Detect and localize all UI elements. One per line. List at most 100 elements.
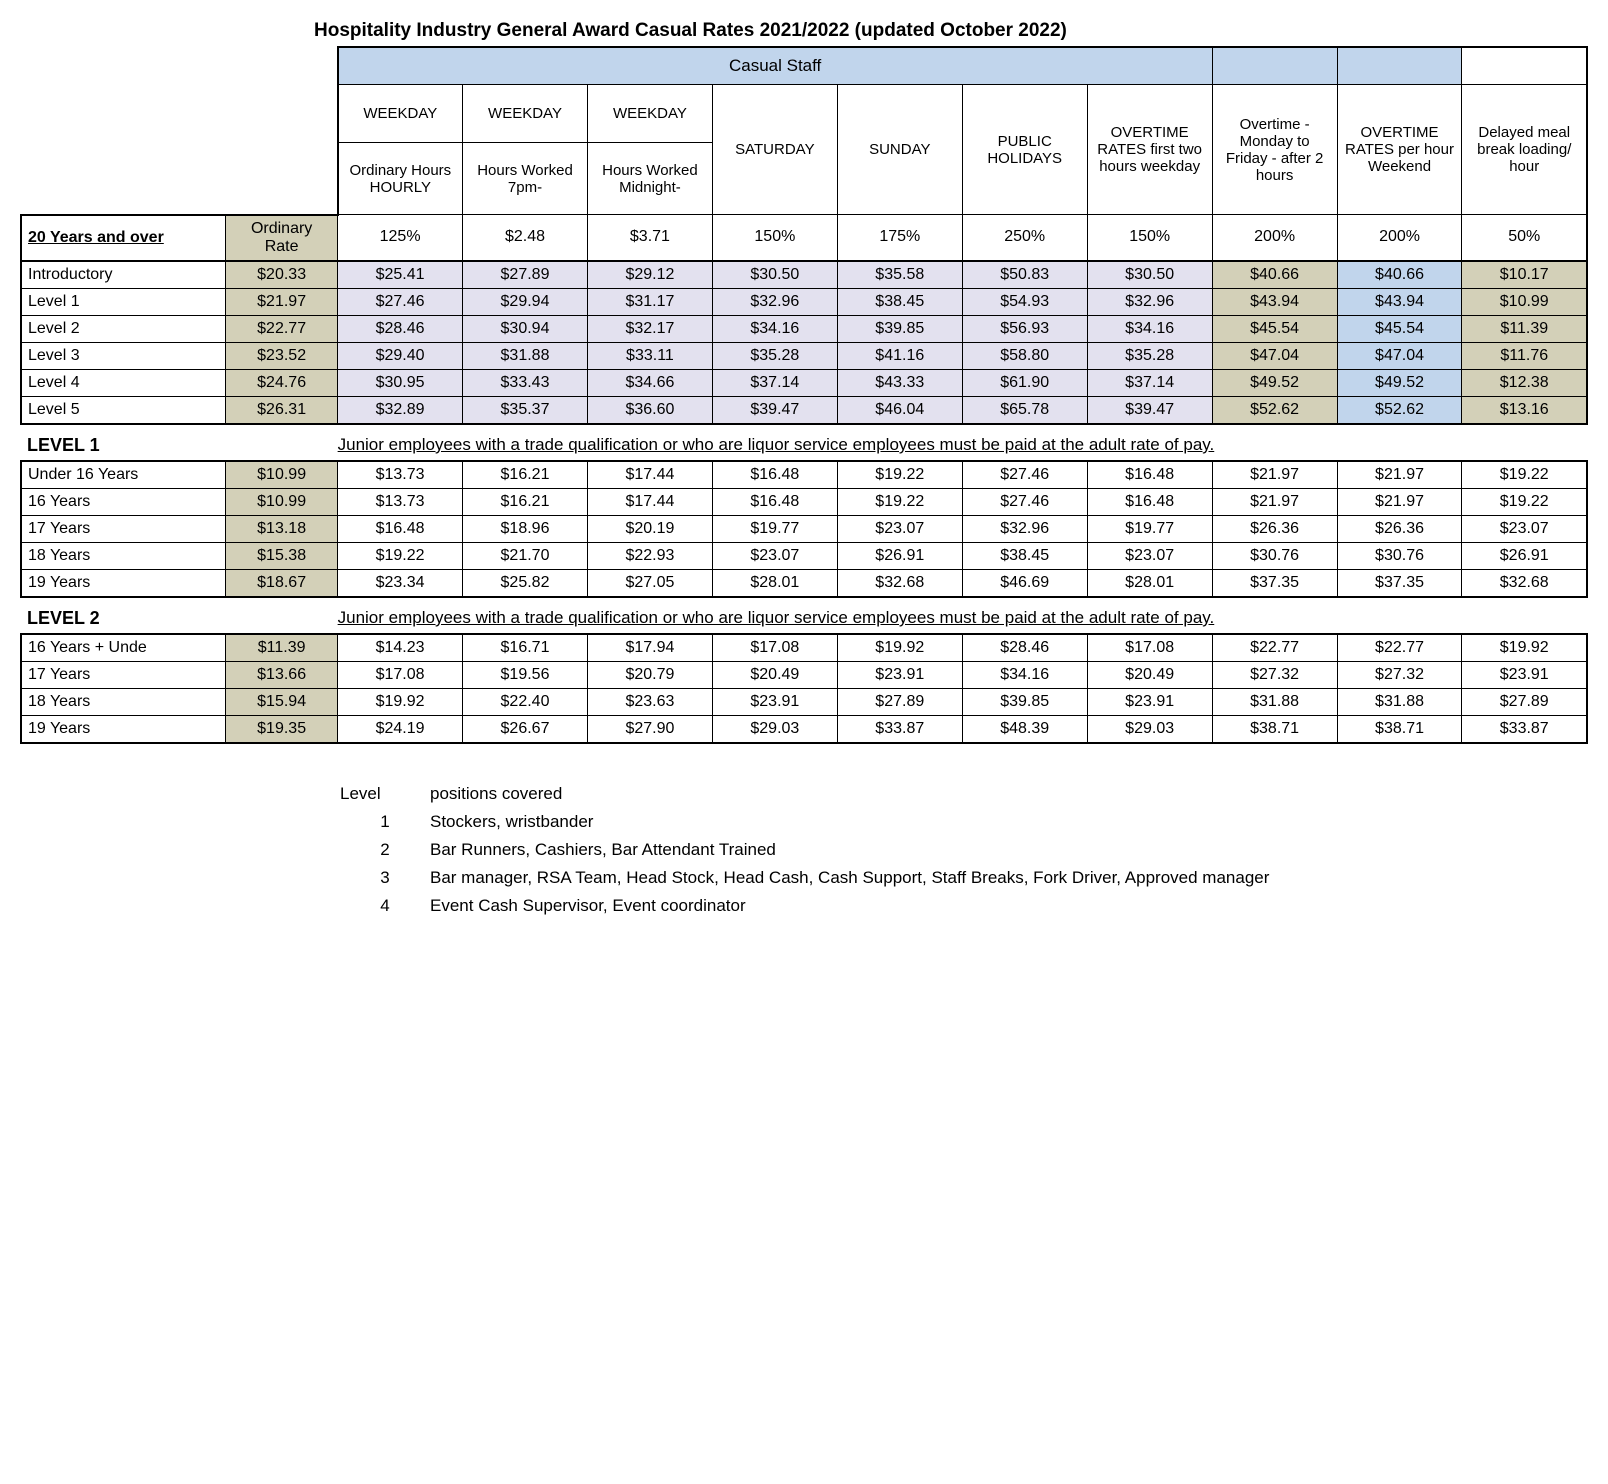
row-cell: $65.78 [962, 396, 1087, 424]
rates-table: Casual Staff WEEKDAY WEEKDAY WEEKDAY SAT… [20, 46, 1588, 744]
row-cell: $58.80 [962, 342, 1087, 369]
row-cell: $40.66 [1212, 261, 1337, 289]
row-label: Level 2 [21, 315, 226, 342]
row-cell: $18.96 [463, 515, 588, 542]
row-cell: $20.19 [587, 515, 712, 542]
row-cell: $38.45 [962, 542, 1087, 569]
row-cell: $19.22 [837, 461, 962, 489]
row-label: Under 16 Years [21, 461, 226, 489]
row-cell: $35.28 [1087, 342, 1212, 369]
row-cell: $27.89 [463, 261, 588, 289]
percent-val: $3.71 [587, 215, 712, 261]
percent-val: 150% [712, 215, 837, 261]
row-cell: $27.90 [587, 715, 712, 743]
row-cell: $31.88 [463, 342, 588, 369]
row-cell: $27.46 [962, 461, 1087, 489]
row-rate: $20.33 [226, 261, 338, 289]
row-cell: $16.21 [463, 488, 588, 515]
row-cell: $27.46 [962, 488, 1087, 515]
row-cell: $23.07 [1462, 515, 1587, 542]
table-row: 18 Years$15.94$19.92$22.40$23.63$23.91$2… [21, 688, 1587, 715]
row-cell: $33.43 [463, 369, 588, 396]
percent-val: 250% [962, 215, 1087, 261]
page-wrap: Hospitality Industry General Award Casua… [20, 20, 1588, 916]
row-cell: $23.91 [837, 661, 962, 688]
row-cell: $34.16 [962, 661, 1087, 688]
row-label: Level 4 [21, 369, 226, 396]
row-cell: $30.76 [1337, 542, 1462, 569]
row-cell: $27.32 [1337, 661, 1462, 688]
table-row: Level 1$21.97$27.46$29.94$31.17$32.96$38… [21, 288, 1587, 315]
hdr-weekday1-sub: Ordinary Hours HOURLY [338, 143, 463, 215]
row-rate: $15.38 [226, 542, 338, 569]
row-cell: $23.91 [1087, 688, 1212, 715]
row-rate: $15.94 [226, 688, 338, 715]
hdr-weekday2-top: WEEKDAY [463, 85, 588, 143]
table-row: Level 4$24.76$30.95$33.43$34.66$37.14$43… [21, 369, 1587, 396]
row-cell: $32.68 [837, 569, 962, 597]
row-cell: $27.89 [1462, 688, 1587, 715]
percent-val: 200% [1212, 215, 1337, 261]
row-cell: $17.08 [712, 634, 837, 662]
row-cell: $16.71 [463, 634, 588, 662]
row-cell: $19.22 [1462, 488, 1587, 515]
row-cell: $27.89 [837, 688, 962, 715]
row-cell: $23.63 [587, 688, 712, 715]
row-cell: $30.50 [1087, 261, 1212, 289]
row-cell: $16.48 [338, 515, 463, 542]
legend-text: Bar Runners, Cashiers, Bar Attendant Tra… [430, 840, 776, 860]
row-cell: $48.39 [962, 715, 1087, 743]
row-label: 17 Years [21, 515, 226, 542]
percent-val: 175% [837, 215, 962, 261]
casual-staff-header: Casual Staff [338, 47, 1213, 85]
row-cell: $10.17 [1462, 261, 1587, 289]
row-cell: $35.58 [837, 261, 962, 289]
hdr-sunday: SUNDAY [837, 85, 962, 215]
level2-note: Junior employees with a trade qualificat… [338, 597, 1587, 634]
row-cell: $30.95 [338, 369, 463, 396]
row-cell: $29.03 [712, 715, 837, 743]
row-cell: $20.79 [587, 661, 712, 688]
row-rate: $24.76 [226, 369, 338, 396]
row-cell: $25.41 [338, 261, 463, 289]
hdr-weekday1-top: WEEKDAY [338, 85, 463, 143]
row-cell: $52.62 [1337, 396, 1462, 424]
row-cell: $16.48 [712, 461, 837, 489]
row-cell: $49.52 [1212, 369, 1337, 396]
row-cell: $35.28 [712, 342, 837, 369]
row-cell: $28.01 [1087, 569, 1212, 597]
legend-level: 3 [340, 868, 430, 888]
row-cell: $12.38 [1462, 369, 1587, 396]
row-rate: $21.97 [226, 288, 338, 315]
row-cell: $19.22 [338, 542, 463, 569]
row-cell: $21.97 [1337, 488, 1462, 515]
row-cell: $38.45 [837, 288, 962, 315]
row-cell: $17.08 [1087, 634, 1212, 662]
row-cell: $26.91 [1462, 542, 1587, 569]
hdr-saturday: SATURDAY [712, 85, 837, 215]
level1-section-row: LEVEL 1 Junior employees with a trade qu… [21, 424, 1587, 461]
row-cell: $52.62 [1212, 396, 1337, 424]
hdr-ot-weekend: OVERTIME RATES per hour Weekend [1337, 85, 1462, 215]
row-cell: $26.91 [837, 542, 962, 569]
row-cell: $31.88 [1337, 688, 1462, 715]
hdr-meal: Delayed meal break loading/ hour [1462, 85, 1587, 215]
row-cell: $19.77 [712, 515, 837, 542]
legend: Level positions covered 1Stockers, wrist… [340, 784, 1588, 916]
level1-title: LEVEL 1 [21, 424, 338, 461]
legend-text: Stockers, wristbander [430, 812, 593, 832]
row-cell: $49.52 [1337, 369, 1462, 396]
row-cell: $29.94 [463, 288, 588, 315]
row-cell: $43.33 [837, 369, 962, 396]
row-cell: $21.70 [463, 542, 588, 569]
row-rate: $13.18 [226, 515, 338, 542]
row-cell: $34.16 [712, 315, 837, 342]
row-label: 17 Years [21, 661, 226, 688]
row-label: 16 Years + Unde [21, 634, 226, 662]
row-cell: $36.60 [587, 396, 712, 424]
row-cell: $38.71 [1212, 715, 1337, 743]
row-rate: $26.31 [226, 396, 338, 424]
row-cell: $28.46 [962, 634, 1087, 662]
table-row: Level 3$23.52$29.40$31.88$33.11$35.28$41… [21, 342, 1587, 369]
hdr-weekday3-top: WEEKDAY [587, 85, 712, 143]
